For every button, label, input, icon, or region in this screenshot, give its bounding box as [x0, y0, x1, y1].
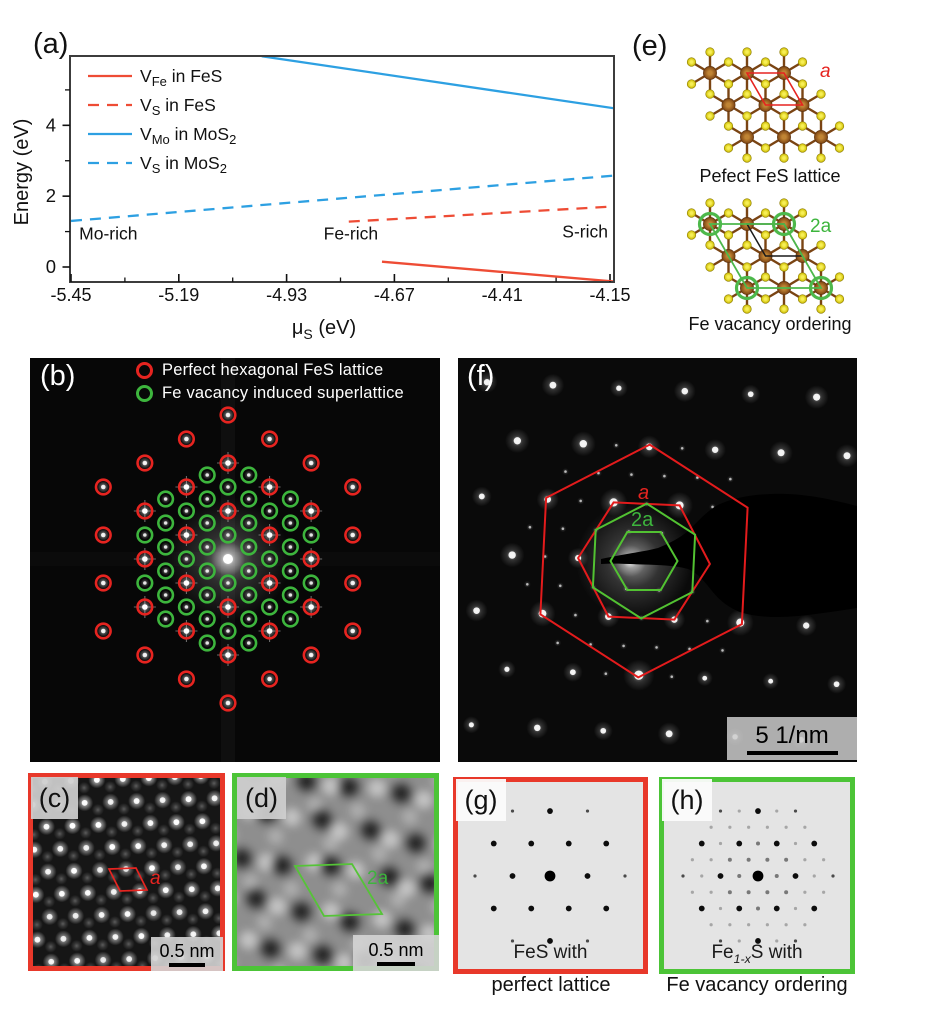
- svg-text:VS in MoS2: VS in MoS2: [140, 153, 227, 176]
- panel-h-inner-caption: Fe1-xS with: [711, 942, 803, 966]
- sim-superlattice-dots: [690, 809, 826, 943]
- svg-text:-4.67: -4.67: [374, 285, 415, 305]
- sim-border: [453, 777, 648, 974]
- perfect-lattice-caption: Pefect FeS lattice: [699, 166, 841, 186]
- sim-main-dots: [681, 808, 835, 944]
- sim-border: [659, 777, 855, 974]
- stem-c-border: [28, 773, 225, 971]
- panel-a-label: (a): [33, 28, 69, 60]
- svg-text:-4.93: -4.93: [266, 285, 307, 305]
- diffraction-a-label: a: [638, 482, 650, 504]
- hexagon-overlays: [539, 443, 749, 679]
- svg-text:-5.45: -5.45: [50, 285, 91, 305]
- fft-legend-item-0: Perfect hexagonal FeS lattice: [136, 361, 404, 380]
- unit-cell-a-label: a: [820, 61, 831, 82]
- stem-image-perfect-lattice: [28, 773, 225, 971]
- svg-text:-5.19: -5.19: [158, 285, 199, 305]
- svg-text:VS in FeS: VS in FeS: [140, 95, 216, 118]
- fft-legend-label: Perfect hexagonal FeS lattice: [162, 361, 384, 379]
- scalebar-d-bar: [377, 962, 415, 966]
- scalebar-c-bar: [169, 963, 205, 967]
- red-circle-icon: [136, 362, 153, 379]
- unit-cell-a-outline: [745, 72, 804, 106]
- panel-f-label: (f): [467, 360, 495, 392]
- svg-text:μS (eV): μS (eV): [292, 317, 356, 342]
- scalebar-d-text: 0.5 nm: [368, 940, 424, 961]
- svg-text:VFe in FeS: VFe in FeS: [140, 66, 222, 89]
- chart-series: [71, 57, 613, 281]
- scalebar-d: 0.5 nm: [353, 935, 439, 971]
- panel-c-label: (c): [31, 777, 78, 819]
- chart-annotations: Mo-rich Fe-rich S-rich: [79, 222, 608, 244]
- stem-a-label: a: [150, 868, 161, 889]
- scalebar-f-text: 5 1/nm: [755, 722, 829, 749]
- unit-cell-2a-label: 2a: [810, 216, 832, 237]
- svg-text:S-rich: S-rich: [562, 222, 608, 242]
- crystal-structure-diagrams: [686, 47, 845, 314]
- svg-text:-4.41: -4.41: [482, 285, 523, 305]
- panel-e-label: (e): [632, 30, 668, 62]
- atomic-structure: [686, 47, 845, 163]
- panel-g-label: (g): [456, 779, 506, 821]
- scalebar-f-bar: [746, 751, 838, 755]
- green-circle-icon: [136, 385, 153, 402]
- diffraction-2a-label: 2a: [631, 509, 654, 531]
- fft-legend-item-1: Fe vacancy induced superlattice: [136, 384, 404, 403]
- beam-stopper: [601, 493, 857, 617]
- electron-diffraction-image: [458, 358, 858, 762]
- panel-h-label: (h): [662, 779, 712, 821]
- svg-text:VMo in MoS2: VMo in MoS2: [140, 124, 236, 147]
- fft-legend-label: Fe vacancy induced superlattice: [162, 384, 404, 402]
- chart-legend: VFe in FeS VS in FeS VMo in MoS2 VS in MoS2: [88, 66, 236, 176]
- panel-d-label: (d): [237, 777, 286, 819]
- formation-energy-chart: -5.45 -5.19 -4.93 -4.67 -4.41 -4.15 0 2 4 μS (eV)…: [11, 55, 631, 342]
- svg-text:Energy (eV): Energy (eV): [11, 119, 33, 226]
- panel-b-label: (b): [40, 360, 76, 392]
- svg-text:2: 2: [46, 185, 56, 206]
- svg-text:4: 4: [46, 114, 56, 135]
- stem-d-border: [232, 773, 439, 971]
- fft-background: [30, 358, 440, 762]
- svg-text:-4.15: -4.15: [589, 285, 630, 305]
- fft-legend: Perfect hexagonal FeS lattice Fe vacancy …: [136, 361, 404, 407]
- svg-text:Mo-rich: Mo-rich: [79, 223, 137, 243]
- superlattice-reflections: [136, 466, 320, 652]
- scalebar-f: 5 1/nm: [727, 717, 857, 760]
- scalebar-c: 0.5 nm: [151, 937, 223, 971]
- panel-g-inner-caption: FeS with: [513, 942, 588, 963]
- svg-text:0: 0: [46, 256, 56, 277]
- stem-2a-label: 2a: [367, 868, 389, 889]
- panel-h-caption: Fe vacancy ordering: [666, 974, 848, 996]
- chart-axes: -5.45 -5.19 -4.93 -4.67 -4.41 -4.15 0 2 4 μS (eV)…: [11, 55, 631, 342]
- vacancy-ordering-caption: Fe vacancy ordering: [688, 314, 852, 334]
- fft-pattern-image: [30, 358, 440, 762]
- scalebar-c-text: 0.5 nm: [159, 941, 215, 962]
- sim-main-dots: [473, 808, 627, 944]
- panel-g-caption: perfect lattice: [491, 974, 611, 996]
- unit-cell-2a-outline: [697, 211, 834, 301]
- main-reflections: [94, 406, 362, 712]
- svg-text:Fe-rich: Fe-rich: [324, 223, 378, 243]
- stem-c-unit-cell: [107, 867, 149, 892]
- stem-d-unit-cell: [293, 863, 384, 917]
